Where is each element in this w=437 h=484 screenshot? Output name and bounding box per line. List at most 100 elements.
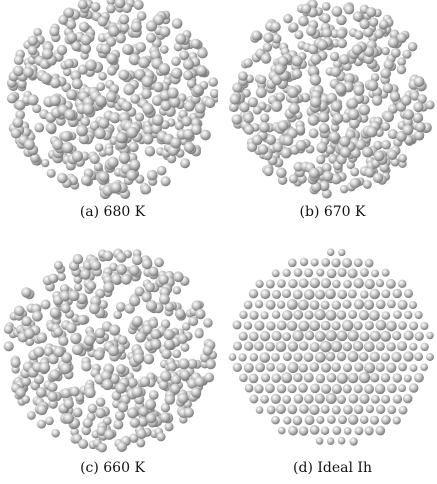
atom-sphere bbox=[326, 268, 337, 279]
atom-sphere bbox=[287, 341, 299, 352]
atom-sphere bbox=[97, 442, 107, 453]
atom-sphere bbox=[286, 298, 298, 310]
atom-sphere bbox=[263, 32, 274, 43]
atom-sphere bbox=[314, 393, 325, 404]
atom-sphere bbox=[309, 342, 320, 353]
atom-sphere bbox=[106, 3, 116, 14]
atom-sphere bbox=[179, 369, 191, 381]
atom-sphere bbox=[359, 18, 370, 30]
atom-sphere bbox=[375, 425, 386, 436]
atom-sphere bbox=[339, 184, 349, 194]
atom-sphere bbox=[266, 321, 276, 331]
atom-sphere bbox=[121, 100, 132, 112]
atom-sphere bbox=[62, 67, 72, 77]
atom-sphere bbox=[359, 393, 370, 404]
atom-sphere bbox=[239, 101, 250, 113]
atom-sphere bbox=[271, 373, 281, 383]
atom-sphere bbox=[152, 114, 164, 126]
atom-sphere bbox=[82, 417, 93, 429]
atom-sphere bbox=[337, 289, 348, 300]
atom-sphere bbox=[304, 268, 314, 278]
atom-sphere bbox=[49, 307, 61, 319]
atom-sphere bbox=[89, 153, 100, 165]
atom-sphere bbox=[347, 268, 358, 279]
atom-sphere bbox=[191, 300, 202, 311]
atom-sphere bbox=[200, 129, 211, 141]
atom-sphere bbox=[276, 320, 287, 331]
atom-cluster-c bbox=[3, 248, 218, 453]
atom-sphere bbox=[95, 407, 106, 419]
atom-sphere bbox=[390, 47, 401, 58]
atom-sphere bbox=[363, 299, 375, 310]
atom-sphere bbox=[304, 330, 315, 341]
atom-sphere bbox=[39, 362, 51, 373]
atom-sphere bbox=[131, 254, 143, 266]
atom-sphere bbox=[293, 352, 303, 362]
atom-sphere bbox=[282, 268, 291, 277]
atom-sphere bbox=[293, 393, 304, 404]
atom-sphere bbox=[244, 341, 254, 351]
atom-sphere bbox=[386, 362, 397, 373]
atom-sphere bbox=[204, 372, 215, 383]
atom-sphere bbox=[348, 118, 360, 129]
atom-sphere bbox=[86, 280, 97, 291]
atom-sphere bbox=[249, 394, 259, 404]
atom-sphere bbox=[402, 393, 413, 404]
atom-sphere bbox=[387, 405, 397, 415]
atom-sphere bbox=[129, 295, 141, 307]
atom-sphere bbox=[145, 412, 157, 424]
atom-sphere bbox=[360, 268, 369, 277]
atom-sphere bbox=[327, 415, 336, 424]
atom-cluster-b bbox=[228, 0, 435, 199]
atom-sphere bbox=[304, 415, 315, 426]
atom-sphere bbox=[95, 288, 106, 299]
atom-sphere bbox=[393, 310, 402, 319]
atom-sphere bbox=[339, 146, 352, 158]
atom-sphere bbox=[288, 278, 298, 289]
atom-sphere bbox=[243, 58, 253, 68]
atom-sphere bbox=[40, 72, 52, 85]
atom-sphere bbox=[33, 27, 42, 37]
atom-sphere bbox=[299, 404, 309, 414]
atom-sphere bbox=[271, 415, 280, 425]
atom-sphere bbox=[332, 113, 344, 124]
atom-sphere bbox=[118, 69, 130, 81]
atom-sphere bbox=[177, 333, 188, 344]
atom-sphere bbox=[231, 114, 242, 125]
atom-sphere bbox=[321, 258, 331, 267]
atom-sphere bbox=[156, 165, 167, 176]
atom-sphere bbox=[342, 384, 352, 394]
atom-sphere bbox=[82, 103, 94, 115]
atom-sphere bbox=[310, 53, 322, 65]
atom-sphere bbox=[319, 180, 330, 192]
atom-sphere bbox=[248, 331, 259, 342]
atom-sphere bbox=[104, 429, 115, 440]
atom-sphere bbox=[336, 310, 347, 320]
atom-sphere bbox=[295, 124, 306, 135]
atom-sphere bbox=[310, 383, 320, 394]
atom-sphere bbox=[138, 406, 149, 417]
atom-sphere bbox=[255, 406, 264, 414]
atom-sphere bbox=[328, 131, 340, 143]
atom-sphere bbox=[259, 352, 271, 363]
caption-b: (b) 670 K bbox=[299, 204, 366, 220]
atom-sphere bbox=[148, 266, 159, 277]
atom-sphere bbox=[65, 322, 77, 334]
atom-sphere bbox=[400, 95, 412, 106]
atom-sphere bbox=[209, 88, 218, 99]
atom-sphere bbox=[35, 387, 47, 398]
atom-sphere bbox=[333, 59, 342, 69]
atom-sphere bbox=[292, 330, 304, 342]
atom-sphere bbox=[117, 335, 128, 346]
atom-sphere bbox=[320, 320, 331, 331]
atom-sphere bbox=[123, 83, 135, 96]
atom-sphere bbox=[196, 65, 207, 76]
atom-sphere bbox=[10, 128, 22, 139]
atom-sphere bbox=[342, 341, 353, 352]
atom-sphere bbox=[76, 124, 88, 137]
atom-sphere bbox=[349, 437, 358, 446]
atom-sphere bbox=[336, 372, 348, 384]
atom-sphere bbox=[326, 248, 335, 256]
atom-cluster-d bbox=[228, 248, 434, 446]
atom-sphere bbox=[309, 300, 320, 310]
